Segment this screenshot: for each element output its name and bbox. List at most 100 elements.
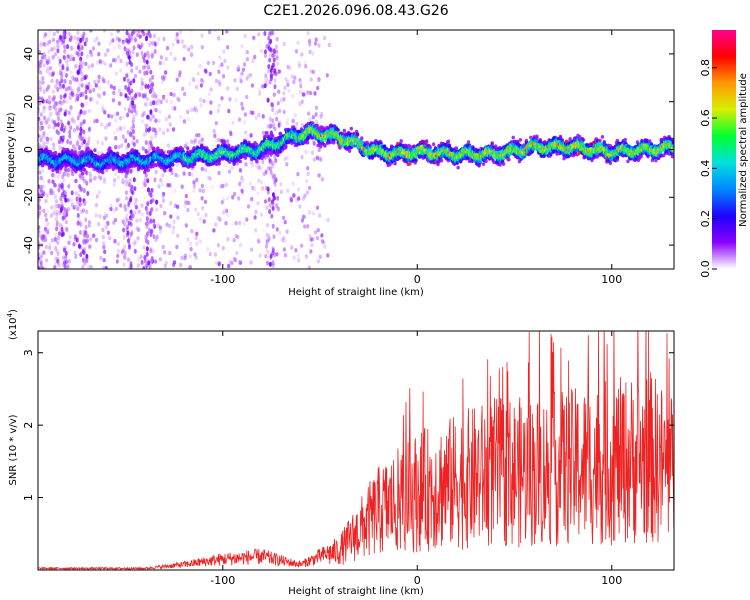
spectrogram-noise-cell bbox=[145, 96, 149, 102]
spectrogram-noise-cell bbox=[74, 178, 78, 184]
spectrogram-streak-cell bbox=[146, 178, 150, 184]
spectrogram-noise-cell bbox=[39, 59, 43, 65]
spectrogram-streak-cell bbox=[266, 186, 270, 192]
spectrogram-noise-cell bbox=[300, 52, 304, 57]
spectrogram-noise-cell bbox=[38, 211, 42, 216]
spectrogram-noise-cell bbox=[93, 119, 97, 124]
spectrogram-streak-cell bbox=[130, 68, 134, 74]
spectrogram-noise-cell bbox=[159, 178, 163, 183]
spectrogram-noise-cell bbox=[93, 79, 97, 85]
spectrogram-noise-cell bbox=[105, 213, 109, 218]
spectrogram-streak-cell bbox=[132, 135, 136, 141]
spectrogram-noise-cell bbox=[91, 46, 96, 51]
spectrogram-streak-cell bbox=[149, 218, 153, 224]
spectrogram-noise-cell bbox=[155, 235, 159, 240]
spectrogram-streak-cell bbox=[275, 116, 279, 122]
spectrogram-noise-cell bbox=[57, 174, 61, 179]
spectrogram-noise-cell bbox=[203, 167, 208, 173]
spectrogram-streak-cell bbox=[77, 243, 81, 249]
spectrogram-noise-cell bbox=[102, 91, 106, 96]
spectrogram-noise-cell bbox=[203, 199, 208, 204]
spectrogram-noise-cell bbox=[38, 70, 43, 75]
spectrogram-streak-cell bbox=[76, 220, 80, 226]
spectrogram-streak-cell bbox=[271, 201, 275, 207]
spectrogram-noise-cell bbox=[114, 118, 118, 123]
spectrogram-noise-cell bbox=[97, 41, 101, 46]
spectrogram-streak-cell bbox=[126, 224, 130, 230]
spectrogram-streak-cell bbox=[270, 213, 274, 219]
spectrogram-noise-cell bbox=[175, 244, 179, 250]
spectrogram-noise-cell bbox=[117, 37, 121, 43]
spectrogram-streak-cell bbox=[150, 40, 154, 46]
spectrogram-streak-cell bbox=[83, 75, 87, 81]
spectrogram-noise-cell bbox=[284, 77, 288, 82]
spectrogram-noise-cell bbox=[154, 169, 158, 175]
spectrogram-noise-cell bbox=[102, 265, 106, 269]
spectrogram-noise-cell bbox=[76, 206, 80, 212]
spectrogram-noise-cell bbox=[155, 234, 159, 239]
spectrogram-noise-cell bbox=[134, 197, 138, 203]
spectrogram-noise-cell bbox=[116, 127, 120, 133]
spectrogram-noise-cell bbox=[114, 145, 118, 150]
spectrogram-noise-cell bbox=[166, 128, 170, 133]
spectrogram-noise-cell bbox=[198, 63, 202, 69]
spectrogram-noise-cell bbox=[145, 123, 149, 128]
spectrogram-noise-cell bbox=[296, 187, 300, 192]
spectrogram-noise-cell bbox=[77, 82, 81, 88]
spectrogram-streak-cell bbox=[70, 45, 73, 51]
spectrogram-noise-cell bbox=[90, 63, 95, 68]
spectrogram-noise-cell bbox=[193, 138, 197, 143]
spectrogram-streak-cell bbox=[64, 259, 68, 265]
spectrogram-noise-cell bbox=[258, 253, 262, 258]
spectrogram-noise-cell bbox=[43, 266, 47, 269]
spectrogram-noise-cell bbox=[174, 172, 178, 178]
spectrogram-noise-cell bbox=[38, 79, 41, 85]
spectrogram-noise-cell bbox=[312, 157, 316, 162]
spectrogram-streak-cell bbox=[147, 53, 150, 59]
spectrogram-noise-cell bbox=[189, 107, 193, 113]
spectrogram-noise-cell bbox=[114, 171, 118, 177]
spectrogram-streak-cell bbox=[59, 119, 63, 125]
spectrogram-noise-cell bbox=[40, 236, 45, 241]
spectrogram-noise-cell bbox=[326, 217, 330, 223]
spectrogram-noise-cell bbox=[70, 202, 74, 207]
spectrogram-noise-cell bbox=[278, 108, 282, 114]
spectrogram-streak-cell bbox=[125, 190, 128, 196]
spectrogram-streak-cell bbox=[123, 76, 126, 82]
spectrogram-noise-cell bbox=[120, 250, 124, 255]
spectrogram-noise-cell bbox=[123, 182, 127, 187]
spectrogram-streak-cell bbox=[129, 209, 133, 215]
spectrogram-noise-cell bbox=[159, 203, 163, 209]
spectrogram-ridge-cell bbox=[123, 169, 128, 174]
spectrogram-noise-cell bbox=[54, 84, 58, 89]
spectrogram-noise-cell bbox=[46, 136, 50, 142]
spectrogram-streak-cell bbox=[57, 203, 61, 209]
spectrogram-noise-cell bbox=[140, 86, 144, 91]
spectrogram-noise-cell bbox=[315, 205, 320, 210]
spectrogram-streak-cell bbox=[125, 218, 129, 223]
spectrogram-noise-cell bbox=[243, 33, 247, 39]
spectrogram-streak-cell bbox=[144, 148, 148, 154]
spectrogram-streak-cell bbox=[67, 120, 71, 126]
spectrogram-noise-cell bbox=[38, 245, 41, 250]
spectrogram-noise-cell bbox=[67, 240, 71, 245]
spectrogram-streak-cell bbox=[127, 33, 131, 39]
spectrogram-noise-cell bbox=[38, 205, 42, 210]
spectrogram-noise-cell bbox=[200, 33, 204, 38]
spectrogram-noise-cell bbox=[144, 173, 148, 178]
spectrogram-noise-cell bbox=[109, 84, 113, 89]
spectrogram-noise-cell bbox=[63, 69, 67, 74]
spectrogram-noise-cell bbox=[164, 70, 168, 75]
spectrogram-noise-cell bbox=[121, 177, 125, 183]
spectrogram-streak-cell bbox=[81, 257, 85, 263]
spectrogram-noise-cell bbox=[201, 206, 205, 211]
spectrogram-streak-cell bbox=[134, 93, 138, 99]
spectrogram-streak-cell bbox=[275, 55, 279, 61]
spectrogram-noise-cell bbox=[125, 196, 129, 201]
spectrogram-noise-cell bbox=[211, 184, 215, 190]
spectrogram-streak-cell bbox=[150, 143, 154, 149]
spectrogram-noise-cell bbox=[249, 73, 253, 78]
spectrogram-noise-cell bbox=[291, 118, 295, 124]
spectrogram-noise-cell bbox=[226, 212, 230, 218]
spectrogram-noise-cell bbox=[232, 256, 236, 261]
